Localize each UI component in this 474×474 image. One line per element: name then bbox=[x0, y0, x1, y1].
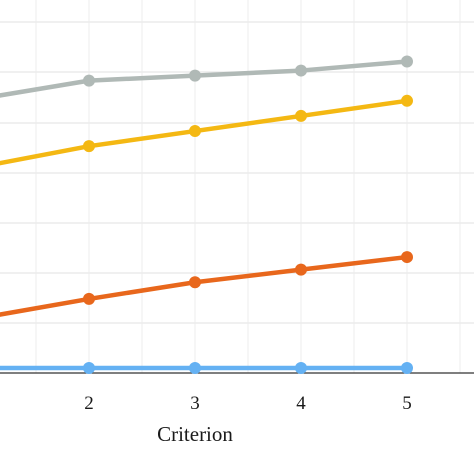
series-layer bbox=[0, 55, 413, 374]
data-point bbox=[401, 94, 413, 107]
series-line bbox=[0, 254, 410, 317]
data-point bbox=[401, 55, 413, 68]
series-4 bbox=[0, 361, 413, 374]
x-tick-label: 4 bbox=[296, 393, 306, 414]
data-point bbox=[295, 361, 307, 374]
x-tick-label: 5 bbox=[402, 393, 412, 414]
data-point bbox=[189, 125, 201, 138]
series-1 bbox=[0, 55, 413, 98]
data-point bbox=[83, 292, 95, 305]
x-axis-title: Criterion bbox=[157, 422, 233, 446]
data-point bbox=[295, 64, 307, 77]
data-point bbox=[83, 74, 95, 87]
data-point bbox=[189, 69, 201, 82]
data-point bbox=[189, 276, 201, 289]
data-point bbox=[83, 361, 95, 374]
data-point bbox=[401, 251, 413, 264]
data-point bbox=[189, 361, 201, 374]
series-line bbox=[0, 98, 410, 166]
series-2 bbox=[0, 94, 413, 166]
series-3 bbox=[0, 251, 413, 317]
x-tick-label: 2 bbox=[84, 393, 94, 414]
series-line bbox=[0, 59, 410, 98]
data-point bbox=[295, 263, 307, 276]
data-point bbox=[83, 140, 95, 153]
grid bbox=[0, 0, 474, 373]
data-point bbox=[401, 361, 413, 374]
x-tick-labels: 2 3 4 5 bbox=[84, 393, 412, 414]
x-tick-label: 3 bbox=[190, 393, 200, 414]
data-point bbox=[295, 109, 307, 122]
